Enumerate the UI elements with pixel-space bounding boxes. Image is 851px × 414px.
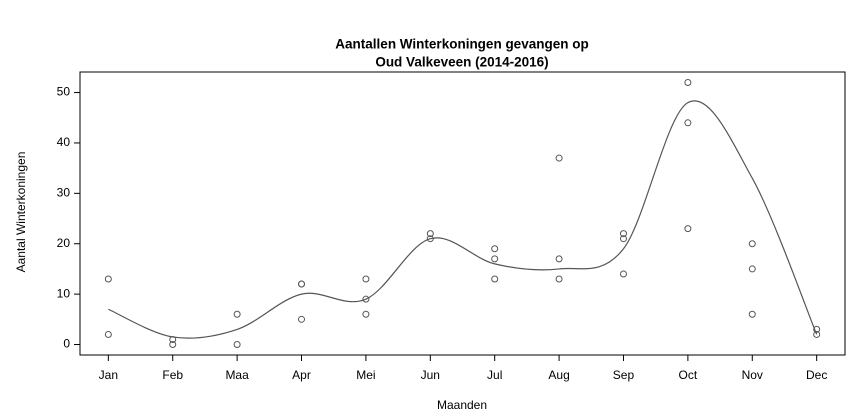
point [104,275,112,283]
x-tick-label: Oct [679,368,698,382]
point [619,235,627,243]
point [362,310,370,318]
point [426,230,434,238]
point [104,330,112,338]
point [684,225,692,233]
y-tick-label: 20 [57,236,71,250]
point [298,315,306,323]
x-tick-label: Nov [742,368,763,382]
point [233,310,241,318]
point [491,245,499,253]
x-tick-label: Dec [806,368,827,382]
point [619,230,627,238]
x-tick-label: Maa [225,368,249,382]
smooth-line [108,100,818,339]
point [748,310,756,318]
point [748,265,756,273]
chart-title: Oud Valkeveen (2014-2016) [375,55,548,70]
point [555,154,563,162]
point [298,280,306,288]
point [619,270,627,278]
x-tick-label: Jan [99,368,118,382]
x-axis-label: Maanden [437,398,487,412]
x-tick-label: Aug [548,368,569,382]
point [362,275,370,283]
y-axis-label: Aantal Winterkoningen [14,152,28,273]
point [169,341,177,349]
point [748,240,756,248]
x-tick-label: Jun [421,368,440,382]
plot-frame [79,71,846,356]
x-tick-label: Apr [292,368,311,382]
chart-title: Aantallen Winterkoningen gevangen op [335,37,588,52]
point [426,235,434,243]
point [684,78,692,86]
y-tick-label: 10 [57,286,71,300]
point [491,275,499,283]
point [555,275,563,283]
point [233,341,241,349]
x-tick-label: Mei [356,368,375,382]
x-tick-label: Feb [162,368,183,382]
point [491,255,499,263]
y-tick-label: 0 [63,337,70,351]
point [813,325,821,333]
y-tick-label: 30 [57,186,71,200]
x-tick-label: Sep [613,368,635,382]
point [684,119,692,127]
y-tick-label: 50 [57,85,71,99]
point [813,330,821,338]
x-tick-label: Jul [487,368,502,382]
point [362,295,370,303]
point [555,255,563,263]
y-tick-label: 40 [57,135,71,149]
